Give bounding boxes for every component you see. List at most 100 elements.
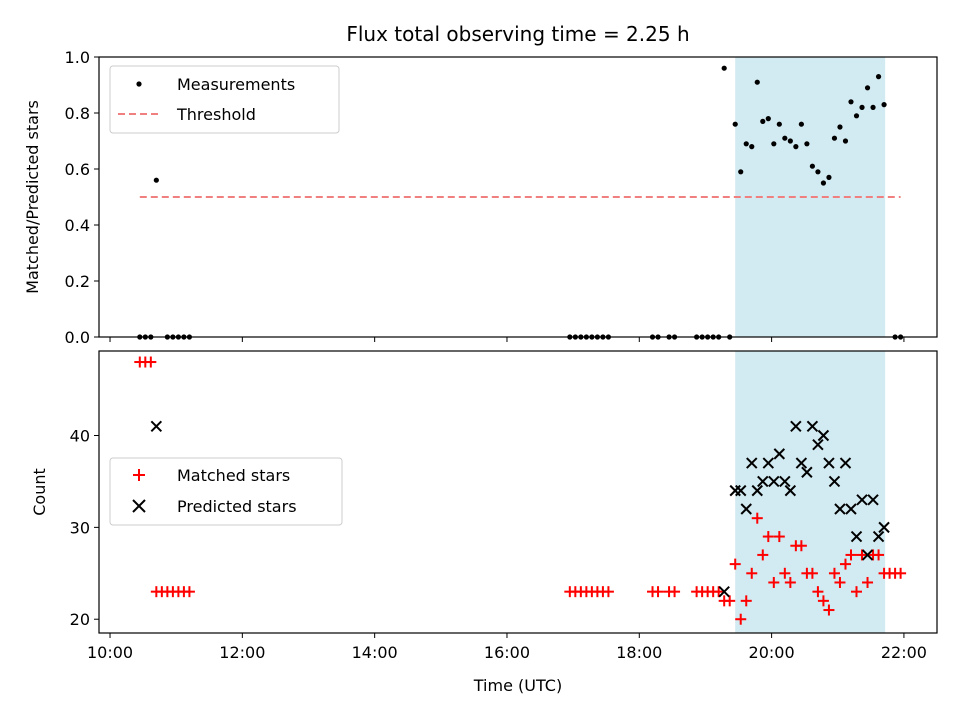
matched-star-point <box>817 595 829 607</box>
count-y-tick-label: 30 <box>70 518 90 537</box>
ratio-legend: Measurements Threshold <box>109 65 340 134</box>
matched-star-point <box>724 595 736 607</box>
matched-star-point <box>839 558 851 570</box>
matched-stars-points <box>134 356 907 625</box>
predicted-star-point <box>850 530 863 543</box>
measurement-point <box>870 104 876 110</box>
count-panel: 20 30 40 10:00 12:00 14:00 16:00 18:00 20:00 22:… <box>30 350 938 695</box>
matched-star-point <box>145 356 157 368</box>
measurement-point <box>831 135 838 141</box>
count-legend: Matched stars Predicted stars <box>109 457 343 526</box>
legend-matched-marker <box>133 469 145 481</box>
predicted-star-point <box>740 503 752 515</box>
measurement-point <box>837 124 843 130</box>
measurement-point <box>776 121 782 127</box>
predicted-star-point <box>784 484 797 497</box>
ratio-y-tick-label: 0.8 <box>65 104 90 123</box>
matched-star-point <box>762 531 774 543</box>
predicted-star-point <box>878 521 890 534</box>
legend-measurements-label: Measurements <box>177 75 295 94</box>
count-x-tick-label: 12:00 <box>219 643 265 662</box>
matched-star-point <box>851 586 863 598</box>
x-axis-label: Time (UTC) <box>473 676 562 695</box>
ratio-y-tick-label: 0.2 <box>65 272 90 291</box>
predicted-star-point <box>872 530 885 543</box>
measurement-point <box>749 144 755 150</box>
measurement-point <box>809 163 816 169</box>
measurement-point <box>875 74 882 80</box>
measurement-point <box>721 65 727 71</box>
matched-star-point <box>757 549 769 561</box>
measurement-point <box>765 116 771 122</box>
predicted-star-point <box>867 494 879 506</box>
ratio-y-tick-label: 0.6 <box>65 160 90 179</box>
matched-star-point <box>812 586 824 598</box>
predicted-star-point <box>757 475 769 488</box>
ratio-y-tick-label: 1.0 <box>65 48 90 67</box>
predicted-star-point <box>817 429 830 442</box>
predicted-star-point <box>718 585 730 598</box>
measurement-point <box>853 113 860 119</box>
measurement-point <box>787 138 793 144</box>
measurement-point <box>848 99 854 105</box>
ratio-legend-box <box>109 65 340 134</box>
matched-star-point <box>862 576 874 588</box>
matched-star-point <box>602 586 614 598</box>
predicted-star-point <box>856 494 868 506</box>
predicted-star-point <box>834 503 846 515</box>
count-legend-box <box>109 457 343 526</box>
predicted-star-point <box>845 503 857 515</box>
count-y-tick-label: 20 <box>70 610 90 629</box>
matched-star-point <box>735 613 747 625</box>
count-y-tick-label: 40 <box>70 427 90 446</box>
matched-star-point <box>784 576 796 588</box>
chart-title: Flux total observing time = 2.25 h <box>346 22 689 46</box>
measurement-point <box>804 141 810 147</box>
predicted-star-point <box>801 466 813 478</box>
count-x-tick-label: 14:00 <box>352 643 398 662</box>
measurement-point <box>782 135 788 141</box>
count-x-tick-label: 10:00 <box>87 643 133 662</box>
legend-measurements-marker <box>136 81 142 87</box>
measurement-point <box>153 177 159 183</box>
measurement-point <box>771 141 777 147</box>
count-axes-frame <box>98 350 938 634</box>
ratio-y-ticks: 0.0 0.2 0.4 0.6 0.8 1.0 <box>65 48 99 347</box>
matched-star-point <box>834 576 846 588</box>
measurement-point <box>864 85 871 91</box>
count-x-ticks: 10:00 12:00 14:00 16:00 18:00 20:00 22:00 <box>87 633 927 662</box>
predicted-star-point <box>773 448 786 460</box>
legend-matched-label: Matched stars <box>177 466 290 485</box>
measurement-point <box>743 141 749 147</box>
measurement-point <box>738 169 744 175</box>
matched-star-point <box>873 549 885 561</box>
measurement-point <box>754 79 760 85</box>
count-y-ticks: 20 30 40 <box>70 427 99 629</box>
matched-star-point <box>652 586 664 598</box>
matched-star-point <box>740 595 752 607</box>
count-x-tick-label: 18:00 <box>616 643 662 662</box>
count-y-axis-label: Count <box>30 468 49 516</box>
legend-predicted-label: Predicted stars <box>177 497 297 516</box>
ratio-y-tick-label: 0.0 <box>65 328 90 347</box>
ratio-y-axis-label: Matched/Predicted stars <box>23 100 42 294</box>
predicted-star-point <box>795 457 808 469</box>
matched-star-point <box>768 576 780 588</box>
measurement-point <box>732 121 738 127</box>
predicted-star-point <box>768 475 780 488</box>
matched-star-point <box>828 567 840 579</box>
matched-star-point <box>856 549 868 561</box>
matched-star-point <box>795 540 807 552</box>
predicted-star-point <box>779 475 791 488</box>
measurement-point <box>815 169 821 175</box>
ratio-x-ticks <box>109 337 905 342</box>
measurement-point <box>793 144 799 150</box>
matched-star-point <box>845 549 857 561</box>
predicted-star-point <box>790 420 802 433</box>
predicted-star-point <box>735 484 747 497</box>
measurement-point <box>842 138 849 144</box>
ratio-panel: Flux total observing time = 2.25 h 0.0 0.… <box>23 22 938 347</box>
measurement-point <box>820 180 827 186</box>
observing-span-bottom <box>735 351 886 633</box>
